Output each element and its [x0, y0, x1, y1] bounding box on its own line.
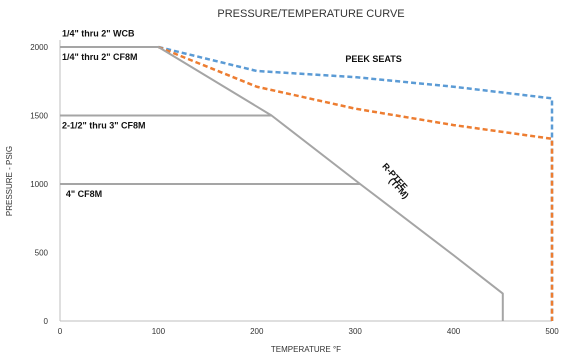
annotation-label: PEEK SEATS: [345, 54, 401, 64]
annotation-label: 1/4" thru 2" WCB: [62, 29, 135, 39]
x-tick-label: 500: [545, 327, 559, 336]
rptfe-annotation-label: (TFM): [387, 176, 411, 201]
x-tick-label: 0: [58, 327, 63, 336]
x-axis-label: TEMPERATURE °F: [271, 345, 341, 354]
axis-ticks: 0 100 200 300 400 500 0 500 1000 1500 2000: [30, 43, 559, 336]
x-tick-label: 300: [349, 327, 363, 336]
y-tick-label: 500: [35, 249, 49, 258]
annotation-label: 1/4" thru 2" CF8M: [62, 52, 138, 62]
series-line-1: [158, 45, 554, 321]
annotation-label: 4" CF8M: [66, 189, 102, 199]
y-tick-label: 1000: [30, 180, 48, 189]
annotation-label: 2-1/2" thru 3" CF8M: [62, 121, 146, 131]
series-group: [60, 45, 554, 321]
y-tick-label: 1500: [30, 112, 48, 121]
x-tick-label: 200: [250, 327, 264, 336]
y-axis-label: PRESSURE - PSIG: [5, 146, 14, 216]
chart-title: PRESSURE/TEMPERATURE CURVE: [217, 8, 404, 20]
x-tick-label: 100: [152, 327, 166, 336]
y-tick-label: 2000: [30, 43, 48, 52]
x-tick-label: 400: [447, 327, 461, 336]
y-tick-label: 0: [44, 317, 49, 326]
series-line-2: [157, 45, 554, 321]
